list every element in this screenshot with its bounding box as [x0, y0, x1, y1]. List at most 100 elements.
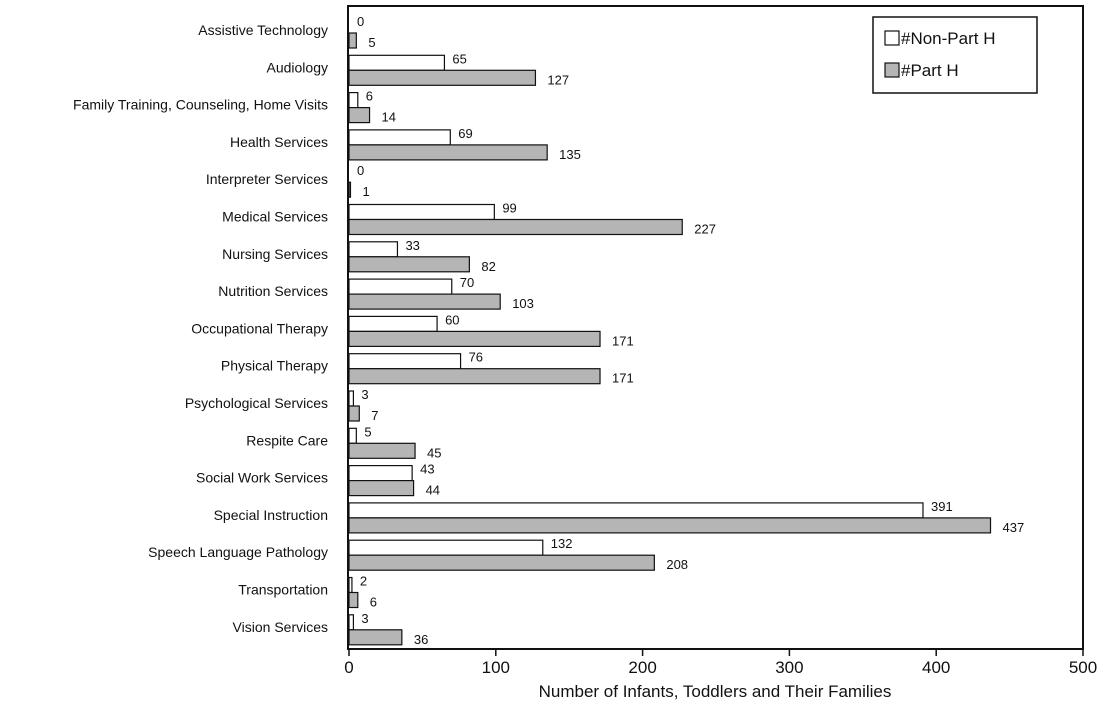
value-label-part-h: 1	[362, 184, 369, 199]
value-label-non-part-h: 76	[469, 350, 483, 365]
value-label-non-part-h: 5	[364, 424, 371, 439]
legend-label-non-part-h: #Non-Part H	[901, 29, 995, 48]
bar-part-h	[348, 554, 655, 571]
value-label-part-h: 127	[547, 72, 569, 87]
value-label-part-h: 6	[370, 595, 377, 610]
bar-non-part-h	[348, 203, 495, 221]
category-label: Physical Therapy	[221, 358, 328, 374]
category-label: Special Instruction	[214, 507, 328, 523]
category-label: Occupational Therapy	[191, 320, 328, 336]
value-label-non-part-h: 65	[452, 51, 466, 66]
category-label: Social Work Services	[196, 470, 328, 486]
value-label-non-part-h: 99	[502, 201, 516, 216]
bar-non-part-h	[348, 427, 357, 444]
bar-part-h	[348, 32, 357, 49]
bar-part-h	[348, 629, 403, 646]
bar-part-h	[348, 442, 416, 459]
bar-part-h	[348, 181, 352, 198]
value-label-non-part-h: 3	[361, 611, 368, 626]
bar-part-h	[348, 106, 371, 124]
x-tick-label: 100	[482, 658, 510, 677]
category-label: Assistive Technology	[198, 22, 328, 38]
value-label-non-part-h: 60	[445, 312, 459, 327]
value-label-part-h: 171	[612, 371, 634, 386]
category-label: Medical Services	[222, 209, 328, 225]
bar-part-h	[348, 517, 992, 534]
x-tick-label: 300	[775, 658, 803, 677]
bar-part-h	[348, 69, 537, 86]
category-label: Health Services	[230, 134, 328, 150]
category-label: Psychological Services	[185, 395, 328, 411]
value-label-part-h: 227	[694, 222, 716, 237]
bar-non-part-h	[348, 91, 359, 109]
bar-non-part-h	[348, 129, 451, 146]
bars-group	[348, 32, 992, 646]
bar-non-part-h	[348, 465, 413, 482]
labels-group: Assistive Technology05Audiology65127Fami…	[73, 14, 1024, 647]
value-label-part-h: 5	[368, 35, 375, 50]
value-label-part-h: 82	[481, 259, 495, 274]
value-label-non-part-h: 6	[366, 89, 373, 104]
legend-swatch-non-part-h	[884, 30, 900, 46]
bar-part-h	[348, 405, 360, 422]
bar-non-part-h	[348, 241, 399, 258]
value-label-non-part-h: 391	[931, 499, 953, 514]
bar-part-h	[348, 368, 601, 385]
value-label-part-h: 208	[666, 557, 688, 572]
value-label-part-h: 7	[371, 408, 378, 423]
value-label-non-part-h: 43	[420, 462, 434, 477]
bar-part-h	[348, 330, 601, 347]
value-label-non-part-h: 70	[460, 275, 474, 290]
bar-non-part-h	[348, 539, 544, 556]
category-label: Transportation	[238, 582, 328, 598]
value-label-non-part-h: 69	[458, 126, 472, 141]
x-tick-label: 0	[344, 658, 353, 677]
category-label: Audiology	[267, 59, 329, 75]
bar-non-part-h	[348, 502, 924, 519]
category-label: Speech Language Pathology	[148, 544, 328, 560]
value-label-part-h: 36	[414, 632, 428, 647]
value-label-part-h: 437	[1003, 520, 1025, 535]
bar-non-part-h	[348, 278, 453, 295]
bar-non-part-h	[348, 576, 353, 594]
bar-non-part-h	[348, 390, 355, 407]
category-label: Vision Services	[233, 619, 328, 635]
value-label-non-part-h: 132	[551, 536, 573, 551]
category-label: Interpreter Services	[206, 171, 328, 187]
bar-part-h	[348, 256, 470, 273]
category-label: Family Training, Counseling, Home Visits	[73, 97, 328, 113]
value-label-part-h: 135	[559, 147, 581, 162]
value-label-part-h: 44	[426, 483, 440, 498]
legend: #Non-Part H #Part H	[872, 16, 1038, 94]
bar-non-part-h	[348, 54, 446, 71]
bar-non-part-h	[348, 353, 462, 370]
value-label-part-h: 45	[427, 445, 441, 460]
value-label-part-h: 103	[512, 296, 534, 311]
value-label-non-part-h: 3	[361, 387, 368, 402]
bar-non-part-h	[348, 315, 438, 332]
category-label: Respite Care	[246, 432, 328, 448]
legend-swatch-part-h	[884, 62, 900, 78]
value-label-non-part-h: 0	[357, 14, 364, 29]
plot-frame	[347, 5, 1084, 650]
x-axis-title: Number of Infants, Toddlers and Their Fa…	[539, 682, 892, 701]
value-label-non-part-h: 0	[357, 163, 364, 178]
bar-part-h	[348, 480, 415, 497]
value-label-part-h: 171	[612, 333, 634, 348]
category-label: Nursing Services	[222, 246, 328, 262]
category-label: Nutrition Services	[218, 283, 328, 299]
x-tick-label: 200	[628, 658, 656, 677]
legend-label-part-h: #Part H	[901, 61, 959, 80]
x-axis: 0 100 200 300 400 500	[344, 649, 1097, 677]
value-label-non-part-h: 2	[360, 574, 367, 589]
bar-part-h	[348, 293, 501, 310]
bar-part-h	[348, 218, 683, 236]
x-tick-label: 400	[922, 658, 950, 677]
bar-part-h	[348, 591, 359, 609]
value-label-non-part-h: 33	[405, 238, 419, 253]
x-tick-label: 500	[1069, 658, 1097, 677]
bar-part-h	[348, 144, 548, 161]
value-label-part-h: 14	[382, 110, 396, 125]
bar-non-part-h	[348, 614, 355, 631]
